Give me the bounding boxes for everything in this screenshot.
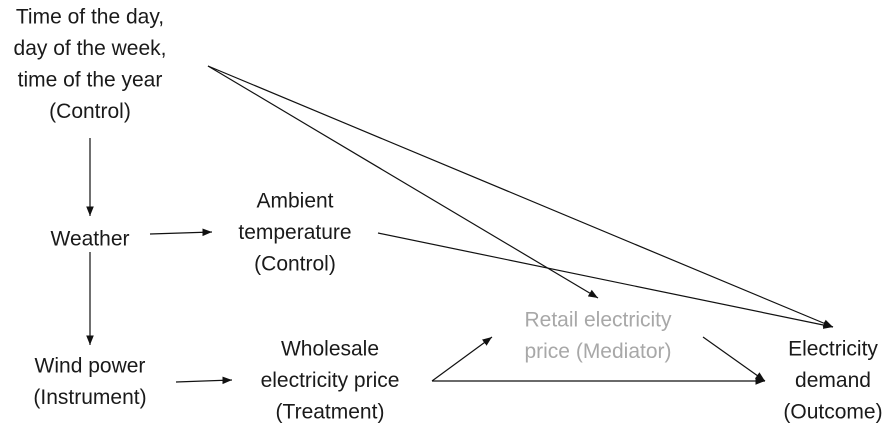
node-label: time of the year bbox=[18, 69, 163, 92]
node-label: Electricity bbox=[788, 338, 878, 361]
node-label: (Treatment) bbox=[276, 401, 385, 424]
node-label: Ambient bbox=[256, 190, 333, 213]
arrow bbox=[207, 65, 599, 299]
arrow bbox=[149, 228, 213, 237]
arrow bbox=[175, 376, 233, 385]
node: Weather bbox=[51, 228, 130, 251]
node-label: temperature bbox=[238, 221, 351, 244]
node-label: Weather bbox=[51, 228, 130, 251]
node-label: electricity price bbox=[261, 369, 400, 392]
node-label: Wholesale bbox=[281, 338, 379, 361]
node-label: Wind power bbox=[35, 355, 146, 378]
node-label: Time of the day, bbox=[16, 6, 164, 29]
node-label: (Control) bbox=[254, 253, 336, 276]
node: Electricity demand (Outcome) bbox=[783, 338, 882, 424]
node-label: (Control) bbox=[49, 100, 131, 123]
node-label: price (Mediator) bbox=[524, 340, 671, 363]
node-label: day of the week, bbox=[14, 37, 167, 60]
node-label: demand bbox=[795, 369, 871, 392]
arrows bbox=[86, 65, 834, 385]
arrow bbox=[207, 65, 834, 328]
node-label: (Outcome) bbox=[783, 401, 882, 424]
node: Wholesale electricity price (Treatment) bbox=[261, 338, 400, 424]
node: Wind power (Instrument) bbox=[33, 355, 146, 410]
arrow bbox=[377, 232, 834, 329]
node: Retail electricity price (Mediator) bbox=[524, 309, 672, 364]
node: Time of the day, day of the week, time of … bbox=[14, 6, 167, 124]
node-label: Retail electricity bbox=[524, 309, 672, 332]
node-label: (Instrument) bbox=[33, 386, 146, 409]
arrow bbox=[431, 336, 493, 382]
node: Ambient temperature (Control) bbox=[238, 190, 351, 276]
arrow bbox=[702, 336, 766, 382]
